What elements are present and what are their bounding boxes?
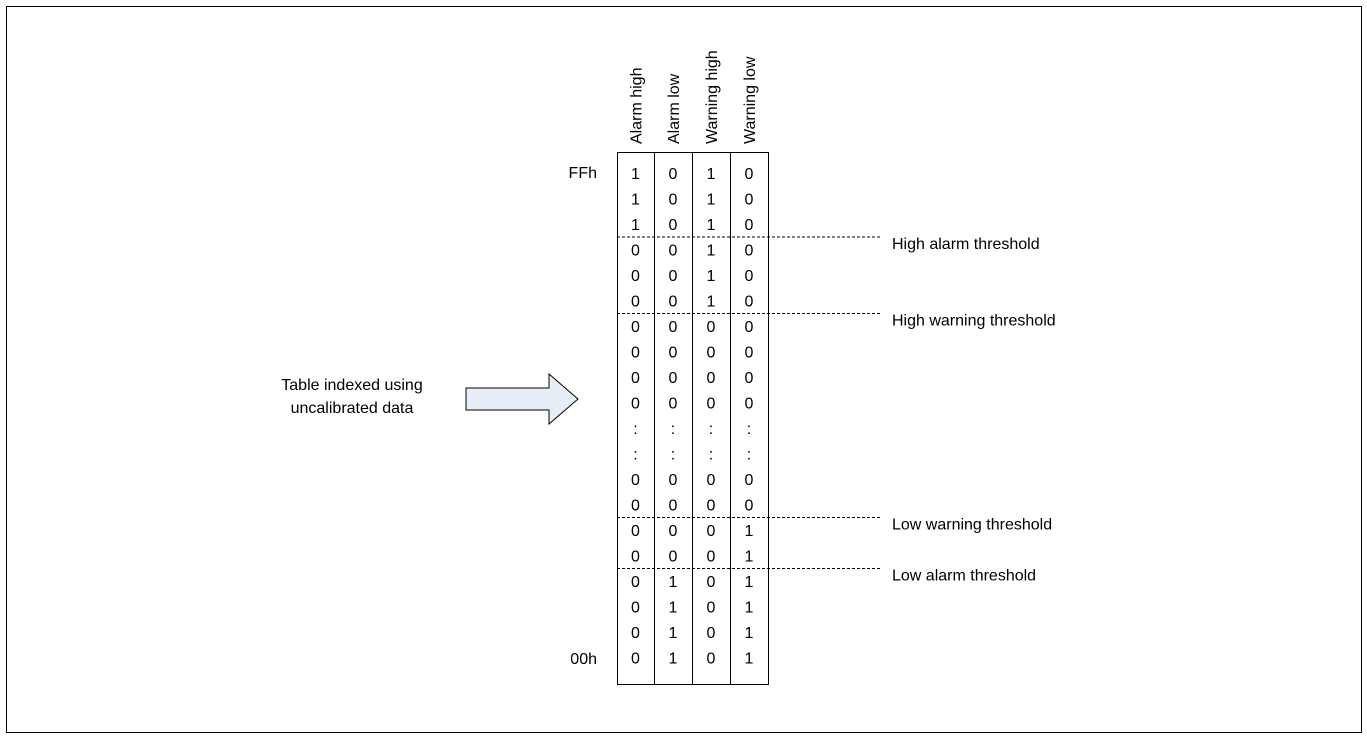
table-cell: 1 [631,166,640,183]
table-cell: 0 [745,217,754,234]
table-cell: 0 [669,396,678,413]
table-cell: 0 [669,192,678,209]
table-cell: 0 [669,370,678,387]
table-cell: 1 [631,217,640,234]
table-cell: : [709,447,713,464]
column-header-alarm-low: Alarm low [666,73,683,144]
row-label-top: FFh [569,165,597,182]
table-cell: 0 [631,625,640,642]
low-alarm-threshold-label: Low alarm threshold [892,568,1036,585]
table-cell: 0 [745,192,754,209]
table-cell: 0 [707,370,716,387]
table-cell: 0 [631,294,640,311]
table-cell: 0 [631,523,640,540]
table-cell: 0 [669,345,678,362]
table-cell: 0 [669,472,678,489]
table-cell: 0 [631,396,640,413]
table-cell: 0 [631,651,640,668]
column-headers: Alarm high Alarm low Warning high Warning l… [629,50,760,144]
table-cell: 0 [745,345,754,362]
table-cell: 1 [745,600,754,617]
column-header-warning-low: Warning low [742,56,759,144]
table-cell: 0 [631,574,640,591]
table-cell: 0 [669,217,678,234]
table-cell: 0 [631,498,640,515]
table-cell: 1 [745,523,754,540]
table-cell: 0 [745,294,754,311]
table-cell: : [747,447,751,464]
table-cell: 0 [745,472,754,489]
table-cell: 1 [669,600,678,617]
table-cell: 1 [707,217,716,234]
column-header-warning-high: Warning high [704,50,721,144]
table-cell: 0 [631,243,640,260]
table-cell: 0 [745,243,754,260]
table-cell: 0 [631,549,640,566]
table-cell: 0 [707,523,716,540]
table-cell: 0 [707,498,716,515]
table-cell: 0 [707,472,716,489]
threshold-markers: High alarm threshold High warning thresho… [617,236,1056,585]
table-cell: 0 [707,600,716,617]
table-cell: : [633,447,637,464]
table-cell: : [747,421,751,438]
table-cell: 0 [669,243,678,260]
table-cell: 0 [669,523,678,540]
table-cell: 0 [745,268,754,285]
table-cell: 0 [707,319,716,336]
table-cell: 1 [669,625,678,642]
high-alarm-threshold-label: High alarm threshold [892,236,1040,253]
table-cell: : [671,447,675,464]
table-cell: : [633,421,637,438]
table-cell: 0 [745,396,754,413]
table-cell: 0 [707,651,716,668]
table-cell: 0 [745,498,754,515]
table-cell: 0 [707,625,716,642]
row-label-bottom: 00h [570,651,597,668]
table-cell: 0 [631,268,640,285]
table-cell: 1 [745,574,754,591]
table-cell: 0 [707,345,716,362]
table-cell: 0 [669,549,678,566]
table-cell: 1 [707,192,716,209]
table-cell: 0 [707,574,716,591]
table-cell: 1 [669,574,678,591]
table-cell: 1 [707,268,716,285]
index-arrow-icon [465,372,579,426]
table-cell: 0 [669,166,678,183]
table-cell: 0 [707,549,716,566]
table-cell: 0 [669,498,678,515]
table-cell: : [671,421,675,438]
table-cell: 0 [745,370,754,387]
table-cell: 1 [631,192,640,209]
flag-table: 1 0 1 0 1 0 1 0 1 0 1 0 0 0 1 0 0 0 1 0 0 0 1 0 0 0 0 0 0 0 0 0 0 0 0 0 0 0 0 0… [617,152,769,685]
table-cell: 1 [669,651,678,668]
table-cell: 1 [745,651,754,668]
table-cell: 0 [669,268,678,285]
table-cell: 0 [631,370,640,387]
table-cell: 0 [631,472,640,489]
table-cell: 0 [745,166,754,183]
table-cell: 1 [745,625,754,642]
source-label-line-2: uncalibrated data [291,400,414,417]
table-cell: 1 [707,243,716,260]
source-label: Table indexed using uncalibrated data [281,377,422,417]
table-cell: 1 [707,166,716,183]
table-cell: 0 [631,345,640,362]
table-cell: 0 [631,600,640,617]
table-cell: 0 [707,396,716,413]
table-cell: 0 [669,294,678,311]
outer-frame [6,6,1362,733]
source-label-line-1: Table indexed using [281,377,422,394]
table-cell: 0 [745,319,754,336]
column-header-alarm-high: Alarm high [629,68,646,144]
low-warning-threshold-label: Low warning threshold [892,517,1052,534]
table-cell: 0 [669,319,678,336]
high-warning-threshold-label: High warning threshold [892,313,1056,330]
table-cell: 1 [707,294,716,311]
table-cell: 1 [745,549,754,566]
table-cell: : [709,421,713,438]
table-cell: 0 [631,319,640,336]
